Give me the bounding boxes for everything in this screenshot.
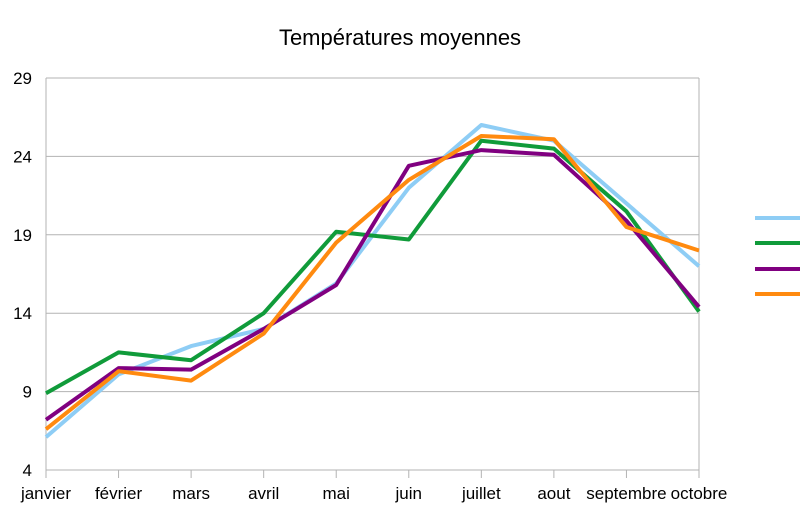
y-tick-label: 24 — [13, 147, 32, 166]
y-tick-label: 14 — [13, 304, 32, 323]
series — [46, 125, 699, 437]
y-tick-label: 29 — [13, 69, 32, 88]
y-tick-label: 19 — [13, 226, 32, 245]
y-tick-label: 9 — [23, 383, 32, 402]
x-tick-label: mars — [172, 484, 210, 503]
series-line-2 — [46, 141, 699, 394]
x-tick-label: septembre — [586, 484, 666, 503]
series-line-1 — [46, 125, 699, 437]
x-tick-label: janvier — [20, 484, 71, 503]
x-tick-label: mai — [323, 484, 350, 503]
y-tick-label: 4 — [23, 461, 32, 480]
x-tick-label: octobre — [671, 484, 728, 503]
x-tick-label: avril — [248, 484, 279, 503]
x-tick-label: aout — [537, 484, 570, 503]
x-tick-label: juillet — [461, 484, 501, 503]
grid — [46, 78, 699, 470]
x-tick-label: février — [95, 484, 143, 503]
chart-title: Températures moyennes — [279, 25, 521, 50]
y-axis-ticks: 4 9 14 19 24 29 — [13, 69, 32, 480]
x-axis-ticks: janvier février mars avril mai juin juillet aou… — [20, 470, 727, 503]
legend — [755, 218, 800, 294]
x-tick-label: juin — [395, 484, 422, 503]
